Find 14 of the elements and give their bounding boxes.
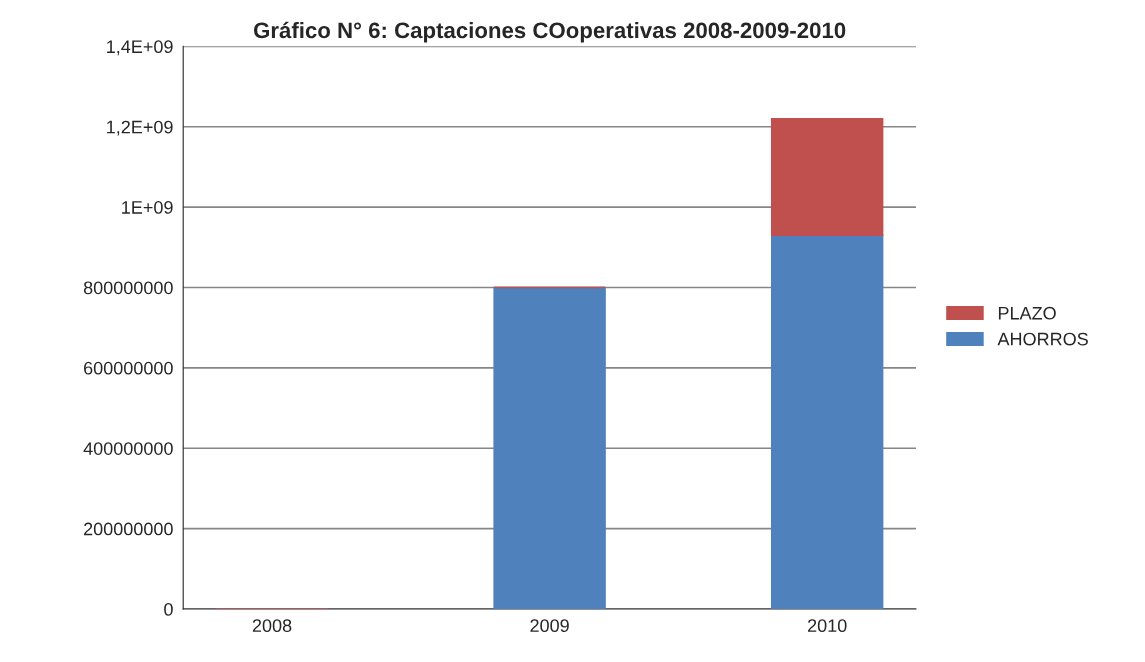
y-tick-label: 1,2E+09 [107,120,173,136]
chart-title: Gráfico N° 6: Captaciones COoperativas 2008-2009-2010 [253,21,846,43]
y-tick-label: 800000000 [83,281,173,295]
y-tick-label: 1,4E+09 [107,40,173,56]
y-tick-label: 1E+09 [122,201,173,214]
legend-label: PLAZO [998,306,1056,320]
y-tick-label: 0 [164,602,173,616]
y-tick-label: 200000000 [84,522,173,536]
x-tick-label: 2008 [252,619,292,633]
y-tick-label: 400000000 [83,442,173,455]
legend-label: AHORROS [997,332,1088,346]
x-tick-label: 2009 [530,619,569,633]
y-tick-label: 600000000 [84,361,173,375]
x-tick-label: 2010 [808,619,847,633]
